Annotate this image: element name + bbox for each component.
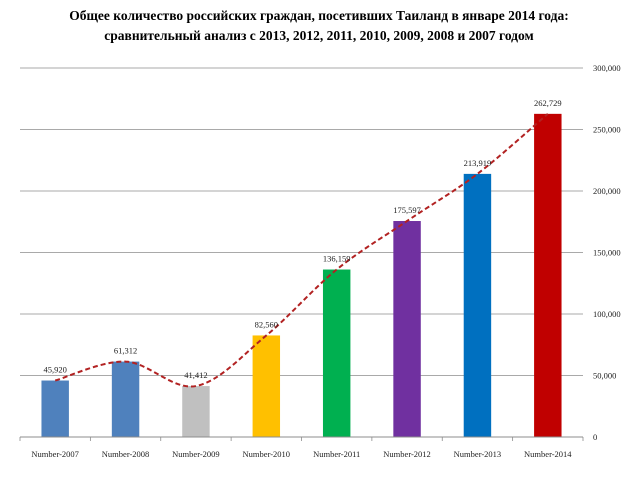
bar-number-2008 bbox=[111, 361, 140, 437]
bar-number-2010 bbox=[252, 335, 281, 437]
data-labels: 45,920 61,312 41,412 82,560 136,159 175,597 21… bbox=[44, 98, 562, 380]
data-label: 136,159 bbox=[323, 254, 351, 264]
x-tick-label: Number-2010 bbox=[243, 449, 291, 459]
bar-number-2009 bbox=[182, 386, 210, 437]
data-label: 213,919 bbox=[464, 158, 492, 168]
bar-number-2013 bbox=[463, 173, 492, 437]
bar-number-2011 bbox=[322, 269, 351, 437]
x-tick-label: Number-2007 bbox=[31, 449, 79, 459]
data-label: 82,560 bbox=[255, 319, 278, 329]
data-label: 45,920 bbox=[44, 365, 67, 375]
data-label: 41,412 bbox=[184, 370, 207, 380]
data-label: 175,597 bbox=[393, 205, 421, 215]
x-tick-label: Number-2012 bbox=[383, 449, 431, 459]
y-tick-label: 100,000 bbox=[593, 309, 621, 319]
x-tick-label: Number-2011 bbox=[313, 449, 360, 459]
bars bbox=[41, 113, 562, 438]
x-tick-label: Number-2009 bbox=[172, 449, 220, 459]
bar-number-2007 bbox=[41, 380, 69, 437]
x-tick-label: Number-2014 bbox=[524, 449, 572, 459]
gridlines bbox=[20, 67, 583, 376]
chart-title: Общее количество российских граждан, пос… bbox=[0, 6, 638, 46]
y-tick-label: 250,000 bbox=[593, 125, 621, 135]
bar-number-2012 bbox=[393, 221, 421, 437]
x-tick-label: Number-2013 bbox=[454, 449, 502, 459]
trendline bbox=[54, 113, 549, 388]
y-tick-label: 50,000 bbox=[593, 371, 616, 381]
y-tick-label: 0 bbox=[593, 432, 597, 442]
chart-title-line-2: сравнительный анализ с 2013, 2012, 2011,… bbox=[104, 28, 534, 43]
x-axis-ticks: Number-2007 Number-2008 Number-2009 Number-… bbox=[19, 437, 584, 459]
data-label: 262,729 bbox=[534, 98, 562, 108]
bar-number-2014 bbox=[534, 113, 562, 438]
data-label: 61,312 bbox=[114, 346, 137, 356]
y-tick-label: 200,000 bbox=[593, 186, 621, 196]
x-tick-label: Number-2008 bbox=[102, 449, 150, 459]
chart-title-line-1: Общее количество российских граждан, пос… bbox=[69, 8, 569, 23]
y-tick-label: 300,000 bbox=[593, 63, 621, 73]
y-axis-ticks: 0 50,000 100,000 150,000 200,000 250,000 300,0… bbox=[593, 63, 621, 442]
y-tick-label: 150,000 bbox=[593, 248, 621, 258]
trendline-group bbox=[54, 113, 549, 388]
